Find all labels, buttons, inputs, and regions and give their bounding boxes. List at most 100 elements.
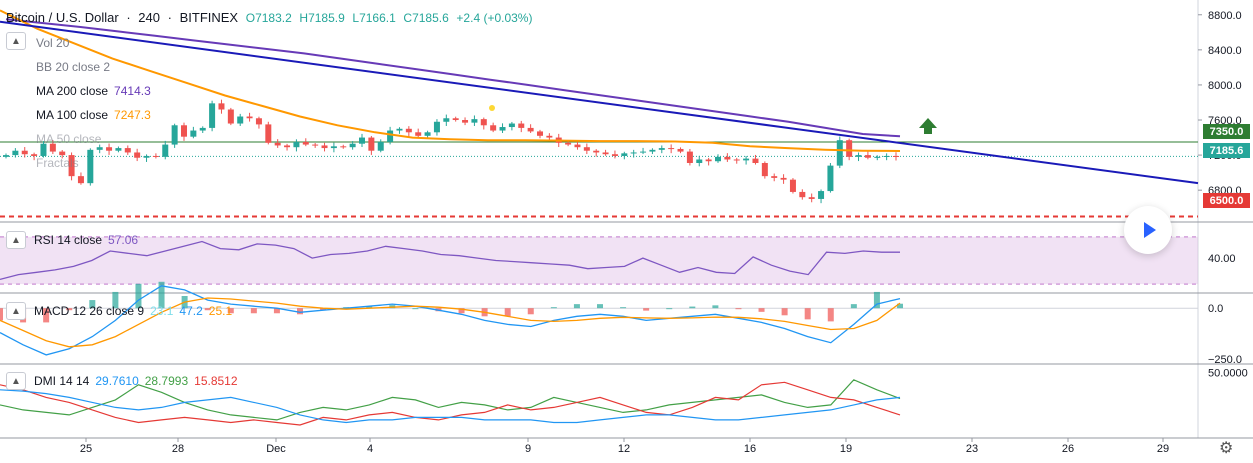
candle-body bbox=[171, 125, 178, 145]
candle-body bbox=[209, 103, 216, 128]
candle-body bbox=[490, 125, 497, 131]
candle-body bbox=[715, 156, 721, 162]
time-tick-label: 29 bbox=[1157, 443, 1169, 455]
candle-body bbox=[424, 132, 431, 136]
candle-body bbox=[789, 179, 796, 192]
symbol-header: Bitcoin / U.S. Dollar · 240 · BITFINEX O… bbox=[6, 10, 533, 25]
indicator-ma50[interactable]: MA 50 close bbox=[36, 132, 102, 146]
candle-body bbox=[181, 125, 187, 137]
candle-body bbox=[321, 145, 328, 149]
dmi-legend[interactable]: ▲ DMI 14 14 29.7610 28.7993 15.8512 bbox=[6, 372, 244, 390]
time-tick-label: Dec bbox=[266, 443, 286, 455]
candle-body bbox=[443, 118, 450, 122]
symbol-name[interactable]: Bitcoin / U.S. Dollar bbox=[6, 10, 119, 25]
candle-body bbox=[808, 197, 815, 199]
interval[interactable]: 240 bbox=[138, 10, 160, 25]
candle-body bbox=[115, 148, 122, 151]
candle-body bbox=[630, 152, 637, 154]
candle-body bbox=[377, 141, 384, 151]
candle-body bbox=[312, 144, 319, 146]
macd-histogram-bar bbox=[250, 308, 257, 314]
candle-body bbox=[771, 176, 778, 178]
candle-body bbox=[546, 135, 553, 138]
candle-body bbox=[433, 121, 440, 133]
candle-body bbox=[818, 191, 825, 199]
candle-body bbox=[349, 143, 356, 148]
macd-histogram-bar bbox=[550, 307, 557, 309]
time-tick-label: 28 bbox=[172, 443, 184, 455]
candle-body bbox=[134, 152, 141, 158]
candle-body bbox=[602, 152, 609, 155]
indicator-bb[interactable]: BB 20 close 2 bbox=[36, 60, 111, 74]
indicator-ma200[interactable]: MA 200 close 7414.3 bbox=[36, 84, 151, 98]
candle-body bbox=[227, 109, 234, 124]
candle-body bbox=[3, 155, 9, 157]
indicator-fractals[interactable]: Fractals bbox=[36, 156, 79, 170]
candle-body bbox=[733, 159, 740, 161]
candle-body bbox=[218, 103, 225, 110]
candle-body bbox=[846, 140, 853, 157]
candle-body bbox=[677, 148, 684, 152]
macd-axis-label: −250.0 bbox=[1208, 354, 1242, 366]
ohlc-close: C7185.6 bbox=[403, 11, 449, 25]
candle-body bbox=[761, 162, 768, 177]
macd-histogram-bar bbox=[504, 308, 511, 317]
price-tag-last: 7185.6 bbox=[1203, 143, 1250, 158]
price-tag-resistance: 7350.0 bbox=[1203, 124, 1250, 139]
chevron-up-icon[interactable]: ▲ bbox=[6, 32, 26, 50]
time-tick-label: 19 bbox=[840, 443, 852, 455]
candle-body bbox=[302, 141, 309, 145]
candle-body bbox=[518, 123, 525, 128]
macd-histogram-bar bbox=[458, 308, 465, 314]
up-arrow-icon bbox=[919, 118, 937, 134]
indicator-ma100[interactable]: MA 100 close 7247.3 bbox=[36, 108, 151, 122]
candle-body bbox=[780, 177, 787, 180]
trend-line bbox=[0, 20, 1199, 185]
candle-body bbox=[827, 165, 834, 192]
ma100-line bbox=[0, 9, 901, 152]
macd-histogram-bar bbox=[43, 308, 50, 323]
macd-histogram-bar bbox=[366, 306, 373, 309]
time-tick-label: 23 bbox=[966, 443, 978, 455]
chevron-up-icon[interactable]: ▲ bbox=[6, 231, 26, 249]
candle-body bbox=[293, 141, 300, 148]
price-tag-support: 6500.0 bbox=[1203, 193, 1250, 208]
ohlc-high: H7185.9 bbox=[299, 11, 345, 25]
candle-body bbox=[583, 147, 590, 151]
play-button[interactable] bbox=[1124, 206, 1172, 254]
candle-body bbox=[752, 158, 759, 163]
candle-body bbox=[96, 147, 103, 150]
price-tick-label: 8400.0 bbox=[1208, 45, 1242, 57]
ohlc-open: O7183.2 bbox=[245, 11, 292, 25]
rsi-legend[interactable]: ▲ RSI 14 close 57.06 bbox=[6, 231, 144, 249]
candle-body bbox=[452, 118, 459, 121]
chevron-up-icon[interactable]: ▲ bbox=[6, 372, 26, 390]
time-tick-label: 26 bbox=[1062, 443, 1074, 455]
dmi-axis-label: 50.0000 bbox=[1208, 367, 1248, 379]
indicator-vol[interactable]: Vol 20 bbox=[36, 36, 70, 50]
candle-body bbox=[696, 159, 703, 163]
macd-histogram-bar bbox=[412, 308, 419, 310]
adx-line bbox=[0, 389, 901, 424]
gear-icon[interactable]: ⚙ bbox=[1219, 440, 1234, 457]
candle-body bbox=[864, 155, 871, 158]
candle-body bbox=[649, 149, 656, 152]
candle-body bbox=[593, 150, 600, 153]
macd-legend[interactable]: ▲ MACD 12 26 close 9 23.1 47.2 25.1 bbox=[6, 302, 238, 320]
candle-body bbox=[611, 154, 618, 156]
macd-axis-label: 0.0 bbox=[1208, 303, 1223, 315]
candle-body bbox=[246, 116, 253, 119]
candle-body bbox=[705, 159, 712, 162]
chevron-up-icon[interactable]: ▲ bbox=[6, 302, 26, 320]
macd-histogram-bar bbox=[227, 308, 234, 314]
candle-body bbox=[143, 155, 150, 158]
candle-body bbox=[883, 155, 890, 157]
macd-histogram-bar bbox=[66, 308, 73, 311]
candle-body bbox=[387, 130, 394, 142]
candle-body bbox=[359, 137, 365, 144]
macd-histogram-bar bbox=[112, 291, 119, 309]
candle-body bbox=[274, 142, 281, 146]
candle-body bbox=[396, 128, 403, 131]
